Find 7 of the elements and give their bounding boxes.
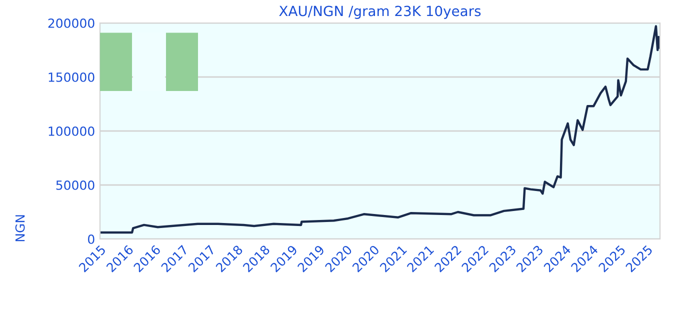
y-axis-title: NGN [15,215,25,242]
y-tick-label: 200000 [48,18,94,28]
y-tick-label: 100000 [48,126,94,136]
y-tick-label: 150000 [48,72,94,82]
chart-title: XAU/NGN /gram 23K 10years [279,6,481,19]
y-tick-label: 50000 [56,180,94,190]
y-tick-label: 0 [88,234,94,244]
